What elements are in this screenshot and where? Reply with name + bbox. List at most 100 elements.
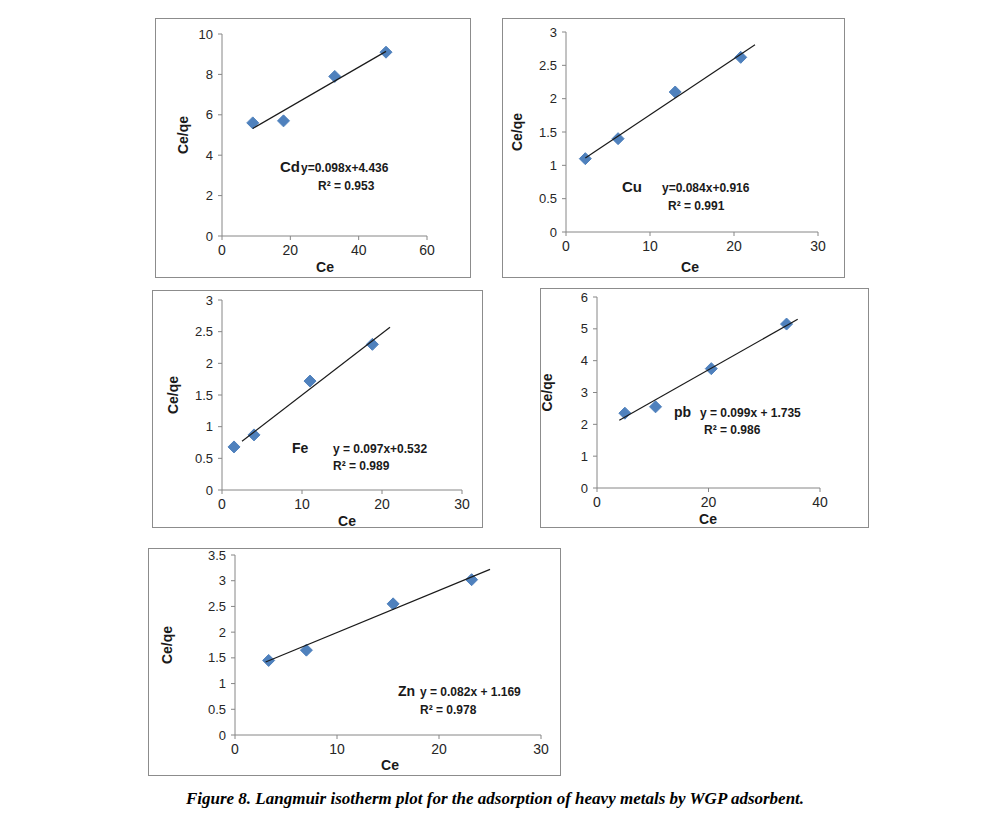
x-tick-label: 20 [283,242,299,258]
x-tick [337,735,338,739]
plot-area [263,569,490,666]
y-tick-label: 2.5 [195,324,213,339]
y-tick [218,114,222,115]
y-tick-label: 1 [206,419,213,434]
y-tick-label: 0 [206,229,213,244]
y-tick [231,683,235,684]
y-tick [562,32,566,33]
y-tick [231,735,235,736]
y-tick-label: 3 [581,385,588,400]
chart-frame [156,19,471,278]
x-tick-label: 20 [374,496,390,512]
annotation: y = 0.082x + 1.169 [420,685,521,699]
x-tick [650,232,651,236]
x-tick-label: 0 [562,238,570,254]
y-tick [218,34,222,35]
y-tick-label: 0 [550,225,557,240]
y-tick-label: 0 [206,483,213,498]
y-tick-label: 2.5 [208,599,226,614]
y-tick [231,632,235,633]
x-tick-label: 60 [419,242,435,258]
x-tick [235,735,236,739]
x-tick [597,488,598,492]
y-tick [593,328,597,329]
plot-area [579,45,755,165]
annotation: Cd [280,158,300,175]
annotation: R² = 0.989 [333,459,390,473]
x-axis-label: Ce [699,511,717,527]
figure: 02040600246810CeCe/qeCdy=0.098x+4.436R² … [0,0,990,814]
y-tick-label: 3.5 [208,548,226,563]
y-tick-label: 2.5 [539,58,557,73]
y-axis-label: Ce/qe [509,113,525,151]
y-tick-label: 1.5 [195,388,213,403]
y-tick [218,363,222,364]
x-axis-label: Ce [681,259,699,275]
y-tick [562,132,566,133]
x-axis-label: Ce [338,513,356,529]
x-axis-label: Ce [316,259,334,275]
x-axis [222,236,427,237]
y-tick [593,424,597,425]
y-tick [562,232,566,233]
x-tick-label: 40 [351,242,367,258]
chart-frame [541,289,869,528]
y-tick [593,392,597,393]
chart-frame [503,19,845,278]
y-tick-label: 0.5 [195,451,213,466]
x-tick [462,490,463,494]
x-tick [708,488,709,492]
annotation: R² = 0.991 [668,199,725,213]
data-point [669,86,681,98]
x-tick-label: 0 [218,242,226,258]
x-axis [222,490,462,491]
data-point [278,115,290,127]
y-tick-label: 2 [219,625,226,640]
y-axis-label: Ce/qe [539,373,555,411]
y-tick [231,580,235,581]
annotation: Zn [398,683,415,699]
chart-frame [149,549,561,776]
x-tick-label: 10 [642,238,658,254]
y-tick-label: 3 [206,293,213,308]
annotation: pb [674,404,691,420]
y-axis-label: Ce/qe [175,116,191,154]
y-tick [593,488,597,489]
y-tick [231,606,235,607]
x-tick-label: 0 [593,494,601,510]
chart: 02040600246810CeCe/qeCdy=0.098x+4.436R² … [156,19,471,278]
x-tick [222,490,223,494]
x-tick [566,232,567,236]
y-tick-label: 1 [550,158,557,173]
x-tick-label: 20 [726,238,742,254]
y-tick [562,98,566,99]
y-tick-label: 0.5 [539,191,557,206]
y-tick-label: 8 [206,67,213,82]
y-tick [218,300,222,301]
y-tick-label: 0.5 [208,702,226,717]
chart: 010203000.511.522.53CeCe/qeFey = 0.097x+… [153,291,483,530]
x-tick-label: 20 [431,741,447,757]
y-tick-label: 4 [581,353,588,368]
y-tick [593,456,597,457]
x-tick [302,490,303,494]
y-tick [562,165,566,166]
y-tick-label: 1 [219,676,226,691]
y-tick-label: 2 [206,356,213,371]
x-tick-label: 30 [810,238,826,254]
y-tick [218,74,222,75]
x-tick [358,236,359,240]
y-tick-label: 1.5 [208,650,226,665]
y-tick [231,555,235,556]
data-point [579,153,591,165]
y-tick-label: 0 [219,728,226,743]
annotation: R² = 0.978 [420,703,477,717]
annotation: Fe [292,440,309,456]
x-tick [541,735,542,739]
y-tick [218,395,222,396]
x-tick-label: 10 [294,496,310,512]
y-tick-label: 4 [206,148,213,163]
y-tick [218,155,222,156]
y-tick [218,195,222,196]
y-tick-label: 2 [581,417,588,432]
